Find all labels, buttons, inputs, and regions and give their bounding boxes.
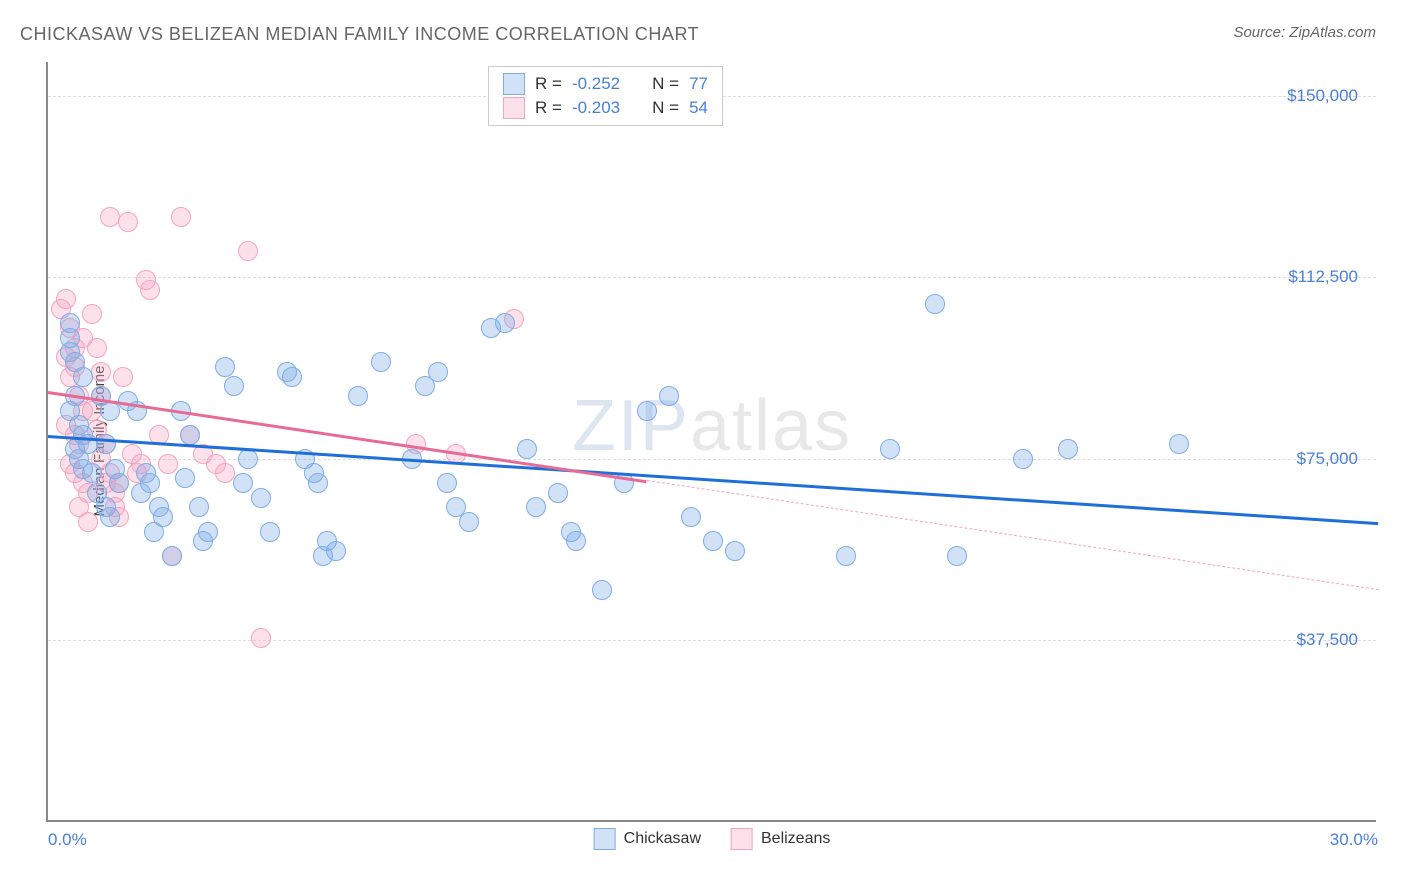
y-tick-label: $150,000 [1287, 86, 1358, 106]
scatter-point [82, 304, 102, 324]
legend-r-value: -0.252 [572, 74, 620, 94]
scatter-point [517, 439, 537, 459]
y-tick-label: $37,500 [1297, 630, 1358, 650]
scatter-point [592, 580, 612, 600]
scatter-point [198, 522, 218, 542]
scatter-point [171, 207, 191, 227]
scatter-point [437, 473, 457, 493]
scatter-point [238, 449, 258, 469]
scatter-point [428, 362, 448, 382]
legend-swatch [594, 828, 616, 850]
scatter-point [140, 280, 160, 300]
scatter-point [348, 386, 368, 406]
scatter-point [180, 425, 200, 445]
scatter-point [73, 367, 93, 387]
scatter-point [880, 439, 900, 459]
scatter-point [308, 473, 328, 493]
scatter-point [925, 294, 945, 314]
grid-line [48, 277, 1376, 278]
legend-swatch [503, 97, 525, 119]
scatter-point [566, 531, 586, 551]
scatter-point [60, 313, 80, 333]
scatter-point [725, 541, 745, 561]
scatter-point [459, 512, 479, 532]
scatter-point [144, 522, 164, 542]
legend-row: R = -0.203 N = 54 [503, 97, 708, 119]
scatter-point [224, 376, 244, 396]
trend-line-dashed [646, 480, 1378, 590]
legend-r-value: -0.203 [572, 98, 620, 118]
x-tick-label: 30.0% [1330, 830, 1378, 850]
scatter-point [637, 401, 657, 421]
scatter-point [371, 352, 391, 372]
chart-title: CHICKASAW VS BELIZEAN MEDIAN FAMILY INCO… [20, 24, 699, 45]
scatter-point [836, 546, 856, 566]
legend-n-value: 77 [689, 74, 708, 94]
scatter-point [1013, 449, 1033, 469]
y-tick-label: $112,500 [1288, 267, 1358, 287]
series-legend-item: Chickasaw [594, 828, 701, 850]
scatter-point [703, 531, 723, 551]
scatter-point [215, 357, 235, 377]
scatter-point [326, 541, 346, 561]
series-legend-label: Chickasaw [624, 830, 701, 848]
scatter-point [526, 497, 546, 517]
legend-r-label: R = [535, 74, 562, 94]
legend-r-label: R = [535, 98, 562, 118]
scatter-point [87, 338, 107, 358]
y-tick-label: $75,000 [1297, 449, 1358, 469]
scatter-point [238, 241, 258, 261]
scatter-point [495, 313, 515, 333]
scatter-point [100, 507, 120, 527]
scatter-point [681, 507, 701, 527]
correlation-legend: R = -0.252 N = 77 R = -0.203 N = 54 [488, 66, 723, 126]
series-legend: Chickasaw Belizeans [594, 828, 831, 850]
scatter-point [118, 212, 138, 232]
scatter-point [659, 386, 679, 406]
chart-container: CHICKASAW VS BELIZEAN MEDIAN FAMILY INCO… [0, 0, 1406, 892]
scatter-point [158, 454, 178, 474]
watermark: ZIPatlas [572, 385, 852, 467]
x-tick-label: 0.0% [48, 830, 87, 850]
scatter-point [113, 367, 133, 387]
legend-swatch [731, 828, 753, 850]
scatter-point [260, 522, 280, 542]
watermark-atlas: atlas [690, 386, 852, 466]
scatter-point [1058, 439, 1078, 459]
series-legend-label: Belizeans [761, 830, 830, 848]
scatter-point [947, 546, 967, 566]
series-legend-item: Belizeans [731, 828, 830, 850]
grid-line [48, 640, 1376, 641]
plot-area: Median Family Income ZIPatlas $37,500$75… [46, 62, 1376, 822]
scatter-point [233, 473, 253, 493]
scatter-point [189, 497, 209, 517]
scatter-point [251, 488, 271, 508]
legend-row: R = -0.252 N = 77 [503, 73, 708, 95]
scatter-point [131, 483, 151, 503]
scatter-point [548, 483, 568, 503]
scatter-point [1169, 434, 1189, 454]
scatter-point [109, 473, 129, 493]
scatter-point [251, 628, 271, 648]
legend-n-label: N = [652, 98, 679, 118]
legend-swatch [503, 73, 525, 95]
legend-n-label: N = [652, 74, 679, 94]
scatter-point [162, 546, 182, 566]
scatter-point [91, 362, 111, 382]
legend-n-value: 54 [689, 98, 708, 118]
scatter-point [175, 468, 195, 488]
source-label: Source: ZipAtlas.com [1233, 24, 1376, 41]
scatter-point [56, 289, 76, 309]
scatter-point [82, 463, 102, 483]
scatter-point [78, 512, 98, 532]
scatter-point [277, 362, 297, 382]
